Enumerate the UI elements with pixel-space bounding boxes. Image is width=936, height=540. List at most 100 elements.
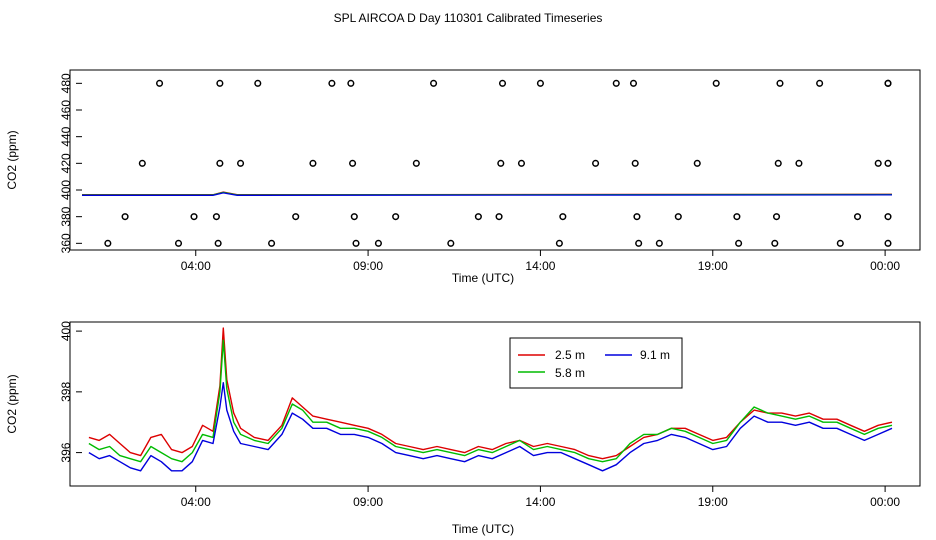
data-point xyxy=(212,213,220,221)
top-y-tick-label: 400 xyxy=(59,180,73,200)
bottom-panel: 04:00 09:00 14:00 19:00 00:00 396 398 400 Time… xyxy=(5,321,921,536)
data-point xyxy=(836,239,844,247)
bottom-x-tick-label: 09:00 xyxy=(353,495,383,509)
data-point xyxy=(816,79,824,87)
bottom-x-axis: 04:00 09:00 14:00 19:00 00:00 xyxy=(181,486,900,509)
data-point xyxy=(328,79,336,87)
data-point xyxy=(190,213,198,221)
top-x-axis: 04:00 09:00 14:00 19:00 00:00 xyxy=(181,250,900,273)
data-point xyxy=(497,159,505,167)
top-y-tick-label: 380 xyxy=(59,206,73,226)
bottom-y-axis: 396 398 400 xyxy=(59,321,82,463)
top-y-tick-label: 360 xyxy=(59,233,73,253)
legend-label-5.8m: 5.8 m xyxy=(555,366,585,380)
data-point xyxy=(733,213,741,221)
data-point xyxy=(635,239,643,247)
data-point xyxy=(174,239,183,247)
bottom-x-tick-label: 14:00 xyxy=(525,495,555,509)
data-point xyxy=(631,159,639,167)
bottom-plot-area xyxy=(88,327,893,472)
bottom-x-axis-label: Time (UTC) xyxy=(452,522,514,536)
data-point xyxy=(214,239,222,247)
data-point xyxy=(237,159,245,167)
data-point xyxy=(156,79,164,87)
data-point xyxy=(655,239,663,247)
data-point xyxy=(216,159,224,167)
data-point xyxy=(104,239,112,247)
data-point xyxy=(853,213,862,221)
data-point xyxy=(555,239,563,247)
data-point xyxy=(884,239,892,247)
bottom-y-tick-label: 398 xyxy=(59,382,73,402)
top-x-tick-label: 09:00 xyxy=(353,259,383,273)
top-x-tick-label: 19:00 xyxy=(698,259,728,273)
legend-label-9.1m: 9.1 m xyxy=(640,348,670,362)
bottom-y-axis-label: CO2 (ppm) xyxy=(5,374,19,433)
data-point xyxy=(268,239,276,247)
data-point xyxy=(629,79,638,87)
data-point xyxy=(138,159,146,167)
data-point xyxy=(772,213,781,221)
data-point xyxy=(495,213,503,221)
data-point xyxy=(735,239,743,247)
data-point xyxy=(254,79,262,87)
bottom-x-tick-label: 19:00 xyxy=(698,495,728,509)
data-point xyxy=(216,79,224,87)
top-y-tick-label: 420 xyxy=(59,153,73,173)
chart-title: SPL AIRCOA D Day 110301 Calibrated Times… xyxy=(334,11,603,25)
data-point xyxy=(795,159,803,167)
series-line-9.1m xyxy=(82,192,893,196)
top-x-tick-label: 04:00 xyxy=(181,259,211,273)
legend: 2.5 m 5.8 m 9.1 m xyxy=(509,337,683,389)
data-point xyxy=(884,79,892,87)
data-point xyxy=(498,79,507,87)
bottom-x-tick-label: 00:00 xyxy=(870,495,900,509)
top-x-tick-label: 00:00 xyxy=(870,259,900,273)
top-x-tick-label: 14:00 xyxy=(525,259,555,273)
series-line-2.5m xyxy=(88,327,893,460)
legend-label-2.5m: 2.5 m xyxy=(555,348,585,362)
data-point xyxy=(352,239,360,247)
series-line-5.8m xyxy=(88,339,893,463)
data-point xyxy=(474,213,482,221)
bottom-x-tick-label: 04:00 xyxy=(181,495,211,509)
bottom-plot-frame xyxy=(69,321,921,487)
data-point xyxy=(776,79,784,87)
data-point xyxy=(874,159,882,167)
legend-box xyxy=(509,337,683,389)
data-point xyxy=(347,79,355,87)
top-y-tick-label: 440 xyxy=(59,126,73,146)
top-plot-area xyxy=(82,79,893,247)
data-point xyxy=(884,159,892,167)
data-point xyxy=(121,213,129,221)
data-point xyxy=(374,239,382,247)
data-point xyxy=(412,159,420,167)
bottom-y-tick-label: 400 xyxy=(59,321,73,341)
data-point xyxy=(392,213,400,221)
data-point xyxy=(447,239,455,247)
data-point xyxy=(350,213,358,221)
top-plot-frame xyxy=(69,69,921,251)
data-point xyxy=(349,159,357,167)
data-point xyxy=(559,213,567,221)
top-y-axis-label: CO2 (ppm) xyxy=(5,130,19,189)
data-point xyxy=(884,213,892,221)
data-point xyxy=(693,159,701,167)
data-point xyxy=(771,239,779,247)
data-point xyxy=(592,159,600,167)
data-point xyxy=(292,213,300,221)
series-line-9.1m xyxy=(88,382,893,472)
data-point xyxy=(774,159,782,167)
data-point xyxy=(517,159,526,167)
bottom-y-tick-label: 396 xyxy=(59,442,73,462)
top-y-tick-label: 480 xyxy=(59,73,73,93)
top-panel: 04:00 09:00 14:00 19:00 00:00 360 380 400 420 44… xyxy=(5,69,921,285)
data-point xyxy=(712,79,720,87)
data-point xyxy=(674,213,682,221)
data-point xyxy=(612,79,620,87)
data-point xyxy=(536,79,544,87)
top-y-axis: 360 380 400 420 440 460 480 xyxy=(59,73,82,253)
data-point xyxy=(309,159,317,167)
top-x-axis-label: Time (UTC) xyxy=(452,271,514,285)
